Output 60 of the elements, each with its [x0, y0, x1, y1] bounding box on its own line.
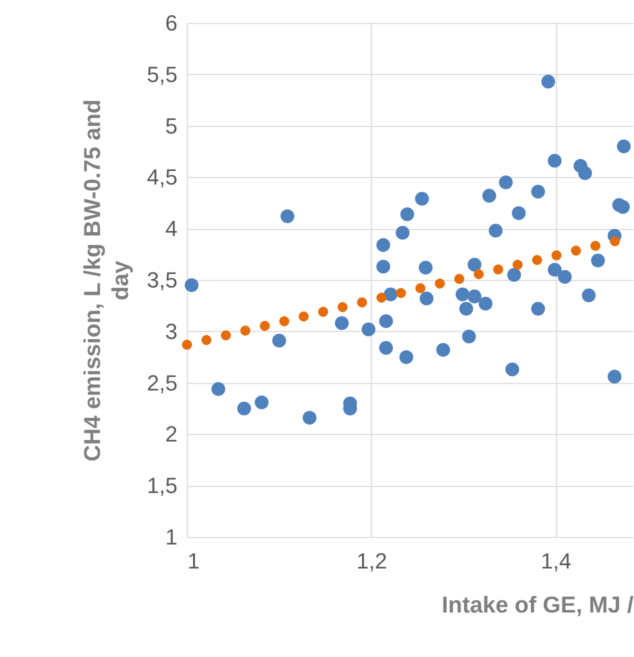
point: [488, 224, 503, 238]
x-tick-label: 1: [188, 548, 200, 574]
point: [531, 302, 545, 316]
point: [548, 262, 562, 277]
point: [334, 316, 349, 330]
y-tick-label: 3,5: [146, 268, 178, 292]
point: [456, 288, 470, 302]
y-axis-title: CH4 emission, L /kg BW-0.75 and day: [78, 99, 133, 462]
point: [482, 188, 496, 203]
y-tick-label: 1,5: [146, 473, 178, 498]
point: [400, 207, 414, 222]
point: [507, 268, 522, 282]
y-tick-label: 5,5: [146, 62, 178, 87]
point: [211, 382, 226, 396]
point: [379, 314, 393, 328]
point: [468, 290, 482, 304]
y-tick-label: 3: [165, 318, 178, 344]
y-tick-label: 2,5: [146, 370, 178, 396]
point: [462, 330, 476, 344]
point: [254, 395, 269, 410]
point: [541, 74, 556, 88]
x-tick-label: 1,2: [356, 548, 388, 574]
point: [420, 292, 434, 306]
point: [468, 258, 482, 272]
point: [558, 270, 572, 284]
point: [376, 238, 390, 252]
x-axis-title: Intake of GE, MJ /: [442, 592, 634, 618]
point: [478, 296, 492, 311]
point: [498, 175, 513, 190]
point: [459, 302, 474, 316]
point: [591, 254, 605, 268]
y-tick-label: 4: [165, 216, 178, 242]
point: [415, 192, 429, 206]
point: [578, 166, 592, 180]
point: [505, 362, 520, 376]
point: [436, 343, 450, 357]
point: [396, 226, 410, 240]
point: [184, 278, 198, 292]
point: [531, 184, 545, 198]
x-tick-label: 1,4: [540, 548, 572, 574]
y-tick-label: 6: [165, 10, 178, 36]
point: [512, 206, 526, 220]
point: [616, 139, 631, 154]
point: [237, 402, 252, 416]
point: [399, 350, 414, 364]
point: [376, 260, 390, 274]
point: [362, 322, 376, 336]
point: [616, 200, 630, 214]
y-tick-label: 4,5: [146, 164, 178, 190]
point: [379, 340, 393, 355]
point: [418, 260, 433, 275]
y-tick-label: 1: [165, 524, 178, 550]
point: [280, 209, 294, 224]
point: [582, 288, 596, 302]
point: [608, 370, 622, 384]
y-tick-label: 2: [165, 422, 178, 447]
point: [302, 410, 316, 425]
point: [272, 334, 286, 348]
y-tick-label: 5: [165, 113, 178, 138]
point: [548, 154, 562, 168]
